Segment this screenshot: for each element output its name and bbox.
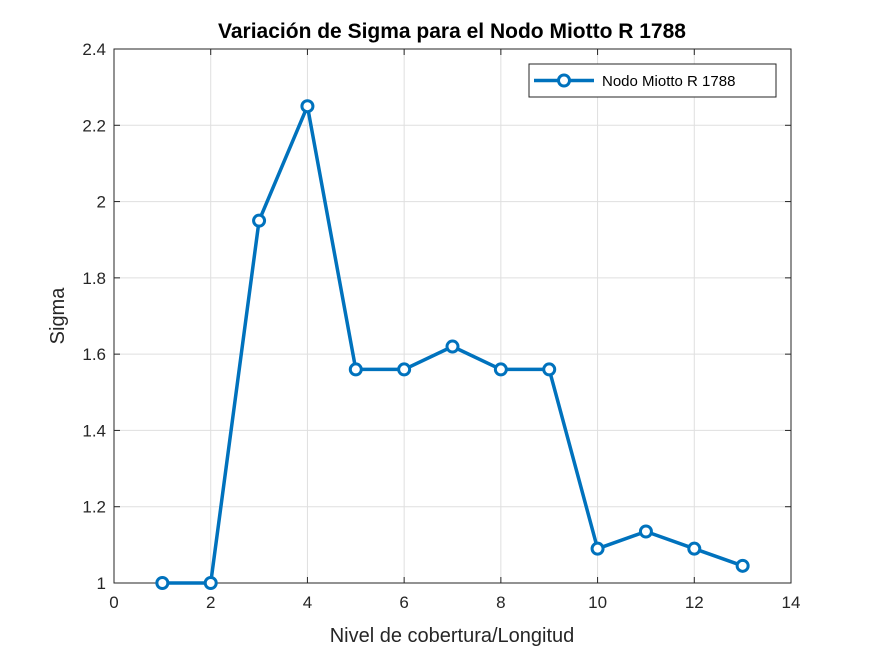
x-tick-label: 2: [206, 593, 215, 612]
data-point: [542, 362, 557, 377]
axes-box: [113, 48, 792, 584]
legend: Nodo Miotto R 1788: [528, 63, 777, 98]
x-tick-label: 6: [399, 593, 408, 612]
y-tick-label: 2: [97, 193, 106, 212]
x-tick-label: 10: [588, 593, 607, 612]
y-tick-label: 1: [97, 574, 106, 593]
y-axis-label: Sigma: [47, 287, 69, 345]
x-tick-label: 4: [303, 593, 312, 612]
data-point: [300, 99, 315, 114]
plot-area: [114, 49, 791, 583]
data-point: [493, 362, 508, 377]
legend-marker-swatch: [557, 73, 571, 88]
y-tick-label: 2.4: [82, 40, 106, 59]
series-layer: [155, 99, 750, 590]
data-point: [252, 213, 267, 228]
data-point: [445, 339, 460, 354]
y-tick-label: 1.6: [82, 345, 106, 364]
y-tick-label: 1.4: [82, 421, 106, 440]
data-point: [735, 558, 750, 573]
y-tick-label: 1.8: [82, 269, 106, 288]
data-point: [397, 362, 412, 377]
data-point: [590, 541, 605, 556]
x-tick-label: 0: [109, 593, 118, 612]
x-tick-label: 8: [496, 593, 505, 612]
x-tick-label: 12: [685, 593, 704, 612]
axes: [113, 48, 792, 584]
y-tick-label: 1.2: [82, 498, 106, 517]
legend-label: Nodo Miotto R 1788: [602, 73, 735, 90]
data-point: [348, 362, 363, 377]
chart-title: Variación de Sigma para el Nodo Miotto R…: [218, 20, 686, 43]
x-axis-label: Nivel de cobertura/Longitud: [330, 625, 575, 647]
data-point: [687, 541, 702, 556]
grid: [114, 49, 791, 583]
y-tick-label: 2.2: [82, 116, 106, 135]
data-point: [638, 524, 653, 539]
tick-labels: 0 2 4 6 8 10 12 14 1 1.2 1.4 1.6 1.8 2 2.2 2.4: [82, 40, 800, 612]
data-point: [155, 576, 170, 590]
x-tick-label: 14: [782, 593, 801, 612]
data-point: [203, 576, 218, 590]
